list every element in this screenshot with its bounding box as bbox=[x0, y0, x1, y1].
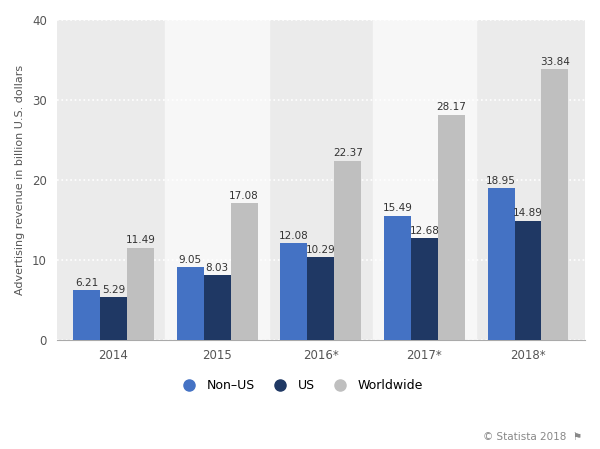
Bar bbox=[411, 238, 438, 340]
Text: 14.89: 14.89 bbox=[513, 208, 543, 218]
Bar bbox=[100, 297, 127, 340]
Text: 17.08: 17.08 bbox=[229, 191, 259, 201]
Text: © Statista 2018  ⚑: © Statista 2018 ⚑ bbox=[483, 432, 582, 442]
Text: 18.95: 18.95 bbox=[486, 176, 516, 186]
Bar bbox=[384, 216, 411, 340]
Text: 12.08: 12.08 bbox=[279, 231, 309, 241]
Bar bbox=[127, 248, 154, 340]
Bar bbox=[307, 257, 334, 340]
Bar bbox=[280, 243, 307, 340]
Text: 28.17: 28.17 bbox=[436, 102, 466, 112]
Text: 12.68: 12.68 bbox=[409, 226, 439, 236]
Text: 22.37: 22.37 bbox=[333, 149, 362, 158]
Bar bbox=[166, 20, 269, 340]
Text: 11.49: 11.49 bbox=[125, 235, 155, 246]
Text: 15.49: 15.49 bbox=[383, 203, 412, 213]
Text: 5.29: 5.29 bbox=[102, 285, 125, 295]
Bar bbox=[515, 220, 541, 340]
Bar bbox=[488, 188, 515, 340]
Bar bbox=[230, 203, 257, 340]
Bar bbox=[73, 290, 100, 340]
Bar bbox=[438, 114, 465, 340]
Bar bbox=[177, 267, 203, 340]
Bar bbox=[373, 20, 476, 340]
Legend: Non–US, US, Worldwide: Non–US, US, Worldwide bbox=[172, 374, 428, 397]
Text: 9.05: 9.05 bbox=[179, 255, 202, 265]
Bar bbox=[203, 276, 230, 340]
Text: 33.84: 33.84 bbox=[540, 57, 570, 67]
Bar bbox=[334, 161, 361, 340]
Text: 10.29: 10.29 bbox=[306, 245, 335, 255]
Y-axis label: Advertising revenue in billion U.S. dollars: Advertising revenue in billion U.S. doll… bbox=[15, 65, 25, 295]
Text: 8.03: 8.03 bbox=[206, 263, 229, 273]
Bar bbox=[541, 69, 568, 340]
Text: 6.21: 6.21 bbox=[75, 277, 98, 288]
